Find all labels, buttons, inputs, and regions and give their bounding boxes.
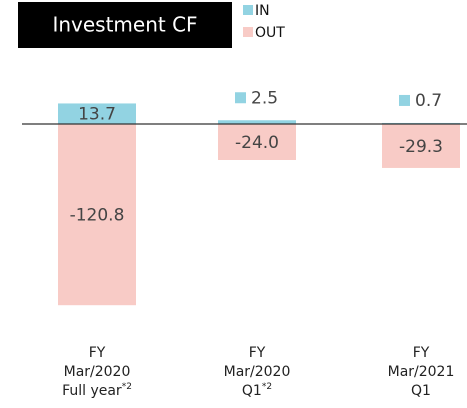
x-tick-label: FY — [89, 345, 106, 361]
value-marker — [235, 92, 246, 104]
value-label: 0.7 — [415, 91, 442, 111]
x-tick-label: Mar/2021 — [388, 364, 455, 380]
x-tick-label: Mar/2020 — [224, 364, 291, 380]
legend-swatch — [243, 5, 253, 15]
value-label: 13.7 — [78, 105, 116, 125]
x-tick-text: Mar/2020 — [224, 364, 291, 380]
value-label: 2.5 — [251, 88, 278, 108]
value-label: -24.0 — [235, 133, 279, 153]
x-tick-note: *2 — [122, 382, 132, 392]
bar — [58, 103, 136, 124]
x-tick-text: FY — [413, 345, 430, 361]
x-tick-text: FY — [249, 345, 266, 361]
x-tick-text: Mar/2020 — [64, 364, 131, 380]
value-label: -29.3 — [399, 137, 443, 157]
x-tick-label: FY — [249, 345, 266, 361]
chart-title: Investment CF — [52, 13, 197, 37]
legend-label: OUT — [255, 25, 285, 41]
bar — [218, 120, 296, 124]
bar — [218, 124, 296, 160]
x-tick-text: Full year — [62, 383, 122, 399]
x-tick-text: Mar/2021 — [388, 364, 455, 380]
bar — [58, 124, 136, 306]
x-tick-label: FY — [413, 345, 430, 361]
x-tick-label: Q1 — [411, 383, 431, 399]
value-label: -120.8 — [70, 206, 125, 226]
x-tick-text: Q1 — [411, 383, 431, 399]
title-box — [18, 2, 232, 48]
x-tick-label: Q1*2 — [242, 382, 272, 400]
x-tick-label: Full year*2 — [62, 382, 132, 400]
x-tick-text: Q1 — [242, 383, 262, 399]
legend-swatch — [243, 27, 253, 37]
x-tick-note: *2 — [262, 382, 272, 392]
value-marker — [399, 94, 410, 106]
x-tick-label: Mar/2020 — [64, 364, 131, 380]
bar — [382, 124, 460, 168]
x-tick-text: FY — [89, 345, 106, 361]
legend-label: IN — [255, 3, 270, 19]
